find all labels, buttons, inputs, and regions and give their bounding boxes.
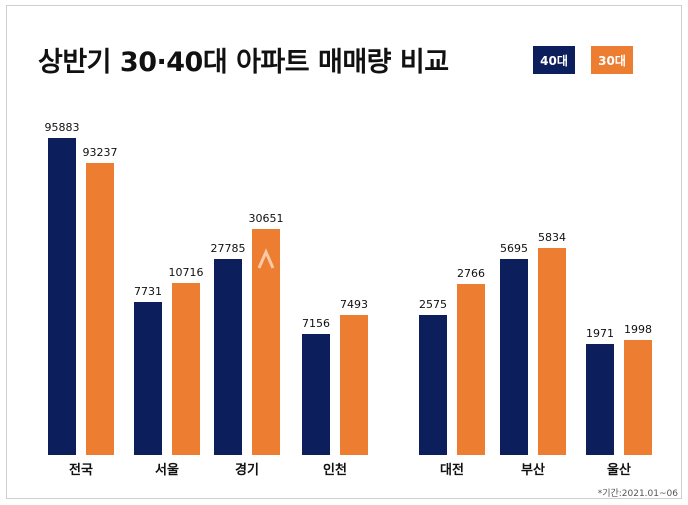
data-label-인천-30대: 7493 (340, 298, 368, 311)
bar-대전-30대 (457, 284, 485, 455)
data-label-부산-30대: 5834 (538, 231, 566, 244)
chart-title: 상반기 30·40대 아파트 매매량 비교 (38, 47, 449, 78)
category-label-울산: 울산 (607, 462, 631, 478)
bar-부산-30대 (538, 248, 566, 455)
data-label-울산-40대: 1971 (586, 327, 614, 340)
bar-인천-40대 (302, 334, 330, 455)
category-label-부산: 부산 (521, 462, 545, 478)
data-label-울산-30대: 1998 (624, 323, 652, 336)
bar-서울-40대 (134, 302, 162, 455)
data-label-대전-30대: 2766 (457, 267, 485, 280)
data-label-전국-40대: 95883 (45, 121, 80, 134)
bar-전국-30대 (86, 163, 114, 455)
category-label-전국: 전국 (69, 462, 93, 478)
category-label-경기: 경기 (235, 462, 259, 478)
category-label-대전: 대전 (440, 462, 464, 478)
bar-인천-30대 (340, 315, 368, 455)
bar-울산-40대 (586, 344, 614, 455)
data-label-경기-30대: 30651 (249, 212, 284, 225)
bar-전국-40대 (48, 138, 76, 455)
bar-대전-40대 (419, 315, 447, 455)
data-label-서울-40대: 7731 (134, 285, 162, 298)
category-label-인천: 인천 (323, 462, 347, 478)
legend-30s: 30대 (591, 46, 633, 74)
bar-경기-40대 (214, 259, 242, 455)
bar-서울-30대 (172, 283, 200, 455)
legend-40s: 40대 (533, 46, 575, 74)
bar-경기-30대 (252, 229, 280, 455)
footnote: *기간:2021.01~06 (597, 489, 678, 499)
data-label-전국-30대: 93237 (83, 146, 118, 159)
data-label-인천-40대: 7156 (302, 317, 330, 330)
category-label-서울: 서울 (155, 462, 179, 478)
caret-icon (257, 248, 275, 269)
bar-부산-40대 (500, 259, 528, 455)
data-label-부산-40대: 5695 (500, 242, 528, 255)
data-label-경기-40대: 27785 (211, 242, 246, 255)
data-label-서울-30대: 10716 (169, 266, 204, 279)
bar-울산-30대 (624, 340, 652, 455)
data-label-대전-40대: 2575 (419, 298, 447, 311)
